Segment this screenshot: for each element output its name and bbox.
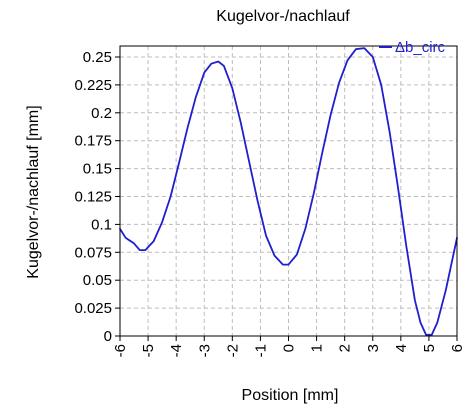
y-tick-label: 0.125 (74, 189, 112, 206)
x-tick-label: -2 (224, 344, 241, 357)
plot-frame (119, 45, 458, 337)
legend: Δb_circ (379, 39, 446, 56)
x-tick-label: 3 (365, 344, 382, 352)
chart-title: Kugelvor-/nachlauf (216, 8, 350, 25)
x-tick-label: 4 (393, 344, 410, 352)
x-tick-label: 2 (337, 344, 354, 352)
legend-entry: Δb_circ (395, 39, 446, 56)
x-axis-label: Position [mm] (242, 387, 339, 404)
x-tick-label: 5 (421, 344, 438, 352)
plot-frame-layer (119, 45, 458, 337)
y-tick-label: 0.25 (83, 49, 112, 66)
x-tick-label: 1 (309, 344, 326, 352)
y-tick-label: 0.025 (74, 300, 112, 317)
x-tick-label: 0 (281, 344, 298, 352)
series-layer (119, 47, 458, 336)
y-tick-label: 0.175 (74, 133, 112, 150)
x-tick-label: -5 (140, 344, 157, 357)
y-tick-label: 0.2 (91, 105, 112, 122)
axis-ticks: -6 -5 -4 -3 -2 -1 0 1 2 3 4 5 6 0 0.025 0.05 0.075 0.1 0.1… (74, 49, 466, 357)
y-tick-label: 0.1 (91, 216, 112, 233)
series-line (119, 47, 458, 336)
y-tick-label: 0 (104, 328, 112, 345)
grid-lines (119, 46, 458, 337)
x-tick-label: -3 (196, 344, 213, 357)
x-tick-label: -6 (112, 344, 129, 357)
y-tick-label: 0.15 (83, 161, 112, 178)
y-tick-label: 0.05 (83, 272, 112, 289)
x-tick-label: -1 (252, 344, 269, 357)
y-tick-label: 0.225 (74, 77, 112, 94)
x-tick-label: -4 (168, 344, 185, 357)
y-tick-label: 0.075 (74, 244, 112, 261)
y-axis-label: Kugelvor-/nachlauf [mm] (25, 105, 42, 278)
x-tick-label: 6 (449, 344, 466, 352)
